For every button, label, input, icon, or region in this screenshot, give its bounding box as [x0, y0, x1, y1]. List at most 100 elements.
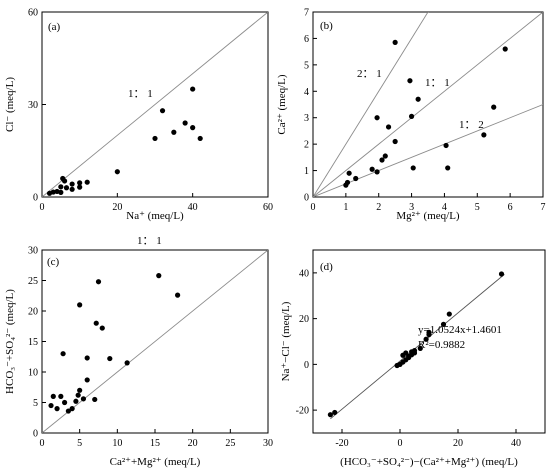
ratio-line	[42, 250, 268, 433]
y-tick-label: 20	[28, 307, 38, 318]
data-point	[107, 355, 113, 362]
y-tick-label: 0	[33, 193, 38, 204]
y-axis-label: HCO₃⁻+SO₄²⁻ (meq/L)	[4, 289, 16, 394]
y-tick-label: 0	[304, 360, 309, 371]
x-tick-label: 3	[409, 202, 414, 213]
data-point	[84, 355, 90, 361]
data-point	[93, 320, 99, 326]
ratio-line-label: 1： 1	[137, 235, 162, 247]
x-tick-label: 20	[188, 438, 198, 449]
data-point	[353, 175, 359, 182]
data-point	[190, 86, 196, 92]
data-point	[124, 360, 130, 366]
y-tick-label: 60	[28, 8, 38, 19]
ratio-line-label: 1： 1	[128, 88, 153, 100]
y-axis-label: Cl⁻ (meq/L)	[4, 77, 16, 132]
data-point	[54, 406, 60, 412]
x-tick-label: 15	[150, 438, 160, 449]
x-tick-label: 7	[541, 202, 546, 213]
reference-lines	[313, 12, 543, 197]
data-point	[152, 135, 158, 142]
y-tick-label: 2	[304, 140, 309, 151]
data-point	[48, 402, 54, 409]
y-tick-label: 15	[28, 337, 38, 348]
y-tick-label: 0	[33, 429, 38, 440]
data-point	[50, 393, 56, 399]
data-point	[346, 170, 352, 176]
data-point	[446, 311, 452, 317]
data-point	[58, 184, 64, 190]
x-tick-label: 0	[40, 202, 45, 213]
x-tick-label: 0	[398, 438, 403, 449]
y-tick-label: 6	[304, 34, 309, 45]
x-tick-label: 30	[263, 438, 273, 449]
data-point	[445, 165, 451, 171]
data-point	[156, 273, 162, 279]
data-point	[84, 377, 90, 383]
panel-d: (d) -20 0 20 40 -20 0 20 40 (HCO₃⁻+SO₄²⁻)−(Ca²⁺+…	[280, 249, 546, 468]
data-point	[410, 165, 416, 171]
x-axis-label: Mg²⁺ (meq/L)	[396, 210, 460, 222]
data-point	[182, 120, 188, 126]
data-point	[491, 104, 497, 110]
data-point	[332, 409, 338, 416]
data-point	[80, 396, 87, 402]
data-point	[502, 46, 508, 52]
panel-b: (b) 0 1 2 3 4 5 6 7 0 1 2 3 4 5 6 7 Mg²⁺ (meq/L) Ca²⁺ (me…	[276, 8, 546, 223]
data-point	[65, 408, 71, 414]
data-point	[498, 271, 505, 277]
data-point	[62, 178, 68, 184]
y-tick-label: 10	[28, 368, 38, 379]
y-tick-label: 4	[304, 87, 309, 98]
ratio-line-label: 2： 1	[357, 68, 382, 80]
x-tick-label: 10	[112, 438, 122, 449]
x-tick-label: 5	[77, 438, 82, 449]
data-point	[77, 180, 83, 186]
x-tick-label: 4	[442, 202, 447, 213]
data-point	[99, 325, 105, 331]
x-tick-label: 20	[112, 202, 122, 213]
panel-a: (a) 0 20 40 60 0 30 60 Na⁺ (meq/L) Cl⁻ (meq/L) 1：…	[4, 8, 273, 223]
ratio-line	[313, 12, 429, 197]
ratio-line-label: 1： 1	[425, 77, 450, 89]
data-point	[415, 96, 421, 102]
data-point	[77, 387, 83, 393]
data-point	[408, 113, 415, 119]
y-tick-label: 25	[28, 276, 38, 287]
data-point	[60, 351, 66, 357]
x-tick-label: 20	[453, 438, 463, 449]
y-tick-label: 5	[304, 60, 309, 71]
data-point	[392, 138, 398, 145]
x-tick-label: -20	[335, 438, 348, 449]
y-tick-label: 0	[304, 193, 309, 204]
data-point	[369, 166, 375, 172]
data-point	[197, 135, 203, 142]
data-point	[443, 142, 449, 149]
data-point	[58, 189, 64, 195]
data-point	[379, 157, 385, 163]
ratio-line	[313, 104, 543, 197]
ratio-line	[42, 12, 268, 197]
y-tick-label: 20	[299, 314, 309, 325]
data-point	[440, 321, 447, 327]
data-point	[63, 185, 70, 191]
ratio-line	[313, 12, 543, 197]
data-point	[75, 392, 81, 398]
data-point	[426, 329, 432, 335]
x-tick-label: 5	[475, 202, 480, 213]
data-point	[407, 78, 413, 84]
data-point	[392, 39, 398, 45]
x-tick-label: 40	[511, 438, 521, 449]
y-tick-label: 3	[304, 113, 309, 124]
data-point	[92, 396, 98, 403]
reference-lines	[42, 12, 268, 197]
panel-d-label: (d)	[320, 261, 333, 273]
y-tick-label: 1	[304, 166, 309, 177]
panel-a-label: (a)	[48, 21, 61, 33]
data-point	[481, 132, 487, 138]
data-point	[69, 181, 75, 187]
data-point	[69, 186, 75, 192]
y-tick-label: 30	[28, 100, 38, 111]
data-point	[159, 108, 166, 114]
